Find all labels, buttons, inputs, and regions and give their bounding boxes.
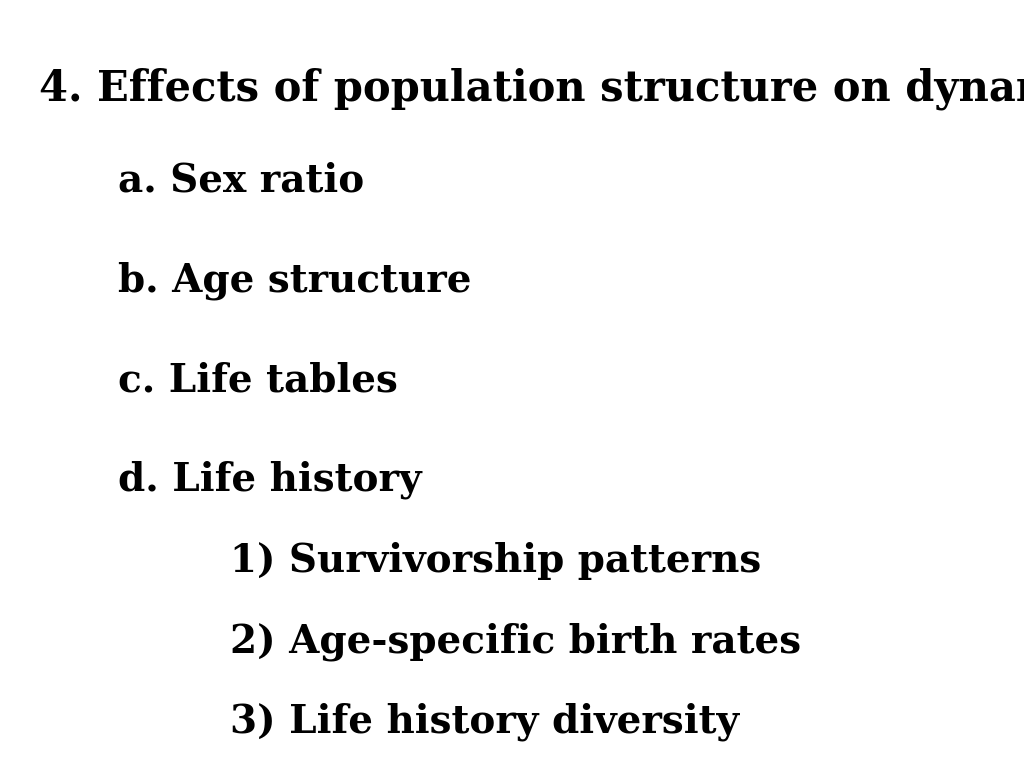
- Text: b. Age structure: b. Age structure: [118, 261, 471, 300]
- Text: 3) Life history diversity: 3) Life history diversity: [230, 703, 739, 741]
- Text: c. Life tables: c. Life tables: [118, 361, 397, 399]
- Text: 2) Age-specific birth rates: 2) Age-specific birth rates: [230, 622, 802, 660]
- Text: 1) Survivorship patterns: 1) Survivorship patterns: [230, 541, 762, 580]
- Text: d. Life history: d. Life history: [118, 461, 422, 499]
- Text: 4. Effects of population structure on dynamics: 4. Effects of population structure on dy…: [39, 67, 1024, 110]
- Text: a. Sex ratio: a. Sex ratio: [118, 161, 364, 200]
